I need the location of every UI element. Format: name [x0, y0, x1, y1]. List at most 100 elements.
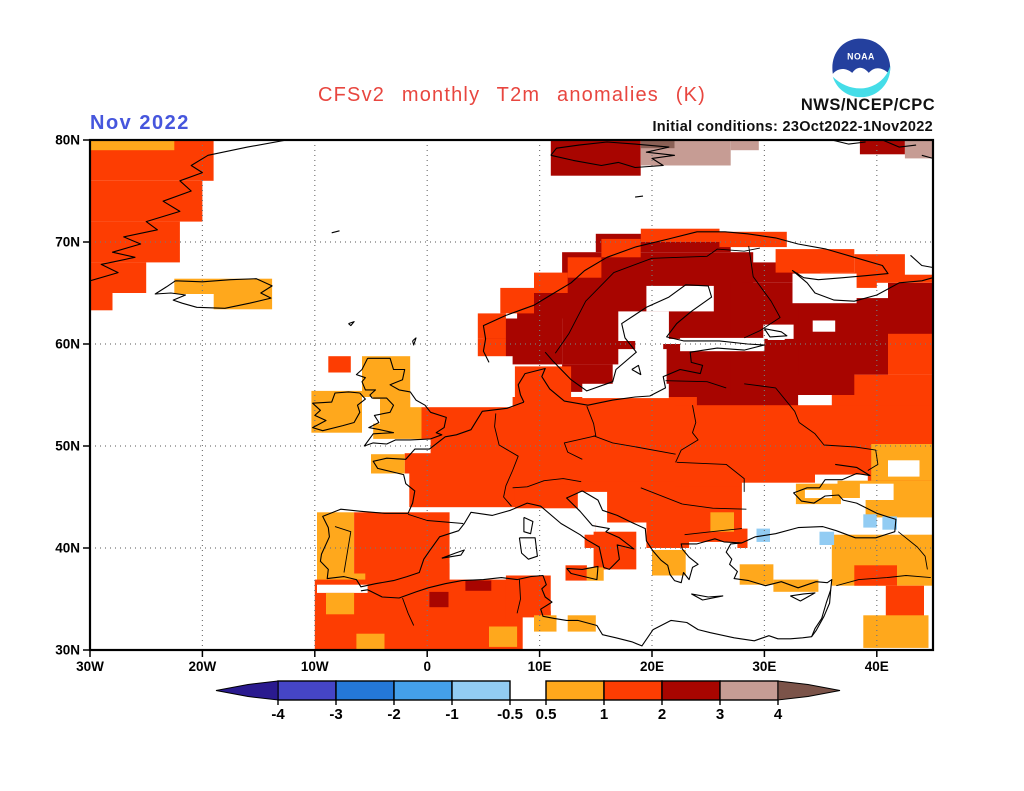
anomaly-cell	[854, 565, 897, 586]
colorbar-tick-label: -1	[445, 706, 458, 723]
country-border	[684, 528, 742, 536]
noaa-logo-svg: NOAA	[832, 38, 891, 98]
anomaly-cell	[582, 383, 669, 399]
anomaly-cell	[888, 331, 933, 375]
coastline	[360, 574, 832, 647]
anomaly-cell	[819, 531, 835, 545]
colorbar-segment	[719, 680, 779, 701]
initial-conditions-label: Initial conditions: 23Oct2022-1Nov2022	[652, 119, 933, 135]
country-border	[897, 531, 928, 570]
colorbar-segment	[661, 680, 721, 701]
country-border	[744, 383, 800, 423]
lat-tick-label: 80N	[55, 133, 80, 148]
anomaly-cell	[421, 413, 448, 438]
country-border	[402, 597, 415, 626]
anomaly-cell	[534, 272, 568, 293]
anomaly-cell	[863, 514, 877, 528]
coastline	[348, 321, 355, 327]
coastline	[518, 537, 538, 560]
coastline	[550, 141, 676, 169]
colorbar-tick-label: -2	[387, 706, 400, 723]
anomaly-cell	[798, 298, 888, 375]
anomaly-cell	[601, 238, 641, 258]
lon-tick-label: 40E	[865, 659, 889, 674]
coastline	[691, 593, 724, 601]
country-border	[512, 478, 582, 489]
anomaly-cell	[543, 507, 596, 535]
lon-tick-label: 0	[423, 659, 431, 674]
anomaly-cell	[514, 366, 572, 397]
coastline	[831, 140, 866, 145]
country-border	[554, 247, 760, 354]
anomaly-cell	[739, 564, 774, 585]
colorbar-tick-label: 2	[658, 706, 666, 723]
noaa-logo-text: NOAA	[847, 51, 875, 61]
lon-tick-label: 20E	[640, 659, 664, 674]
country-border	[675, 405, 699, 463]
country-border	[407, 513, 464, 524]
anomaly-cell	[331, 473, 410, 510]
anomaly-cell	[859, 140, 905, 155]
anomaly-cell	[317, 584, 368, 593]
anomaly-cell	[767, 326, 785, 340]
colorbar-tick-label: 3	[716, 706, 724, 723]
anomaly-cell	[90, 293, 113, 311]
coastline	[331, 230, 340, 234]
anomaly-cell	[505, 575, 551, 620]
anomaly-cell	[863, 615, 929, 648]
coastline	[566, 565, 599, 581]
colorbar-tick-label: 1	[600, 706, 608, 723]
anomaly-cell	[640, 140, 675, 149]
coastline	[523, 516, 534, 535]
country-border	[798, 422, 879, 471]
lat-tick-label: 60N	[55, 337, 80, 352]
anomaly-cell	[356, 633, 385, 650]
colorbar-tick-label: 4	[774, 706, 783, 723]
anomaly-cell	[640, 228, 720, 242]
noaa-logo-wave-icon	[855, 79, 874, 85]
anomaly-cell	[888, 460, 920, 477]
anomaly-cell	[328, 356, 351, 373]
lon-tick-label: 30W	[76, 659, 104, 674]
colorbar-tick-label: -3	[329, 706, 342, 723]
country-border	[516, 579, 521, 614]
anomaly-cell	[429, 591, 449, 608]
lon-tick-label: 10W	[301, 659, 329, 674]
country-border	[503, 470, 514, 507]
coastline	[441, 549, 465, 559]
colorbar-left-arrow-icon	[215, 680, 279, 701]
anomaly-cell	[90, 140, 175, 151]
agency-label: NWS/NCEP/CPC	[800, 96, 936, 114]
coastline	[482, 231, 933, 363]
anomaly-cell	[500, 510, 536, 564]
coastline	[355, 357, 447, 447]
anomaly-cell	[904, 140, 933, 159]
map-frame	[88, 138, 935, 652]
anomaly-cell	[90, 262, 147, 293]
anomaly-cell	[534, 615, 557, 632]
anomaly-cell	[317, 512, 355, 579]
coastline	[412, 337, 417, 346]
chart-title: CFSv2 monthly T2m anomalies (K)	[317, 84, 707, 106]
anomaly-cell	[865, 498, 933, 518]
colorbar-segment	[545, 680, 605, 701]
anomaly-cell	[514, 484, 578, 509]
lat-tick-label: 70N	[55, 235, 80, 250]
colorbar-right-arrow-icon	[777, 680, 841, 701]
anomaly-cell	[775, 249, 855, 273]
lon-tick-label: 20W	[189, 659, 217, 674]
country-border	[563, 406, 597, 460]
coastline	[631, 364, 642, 376]
anomaly-cell	[550, 140, 641, 176]
anomaly-cell	[326, 592, 355, 615]
coastline	[790, 592, 816, 602]
anomaly-cell	[804, 489, 832, 499]
anomaly-cell	[465, 580, 492, 591]
country-border	[836, 575, 931, 587]
anomaly-cell	[311, 390, 362, 433]
country-border	[593, 435, 676, 455]
country-border	[334, 526, 352, 573]
colorbar-segment	[603, 680, 663, 701]
anomaly-cell	[410, 356, 513, 408]
